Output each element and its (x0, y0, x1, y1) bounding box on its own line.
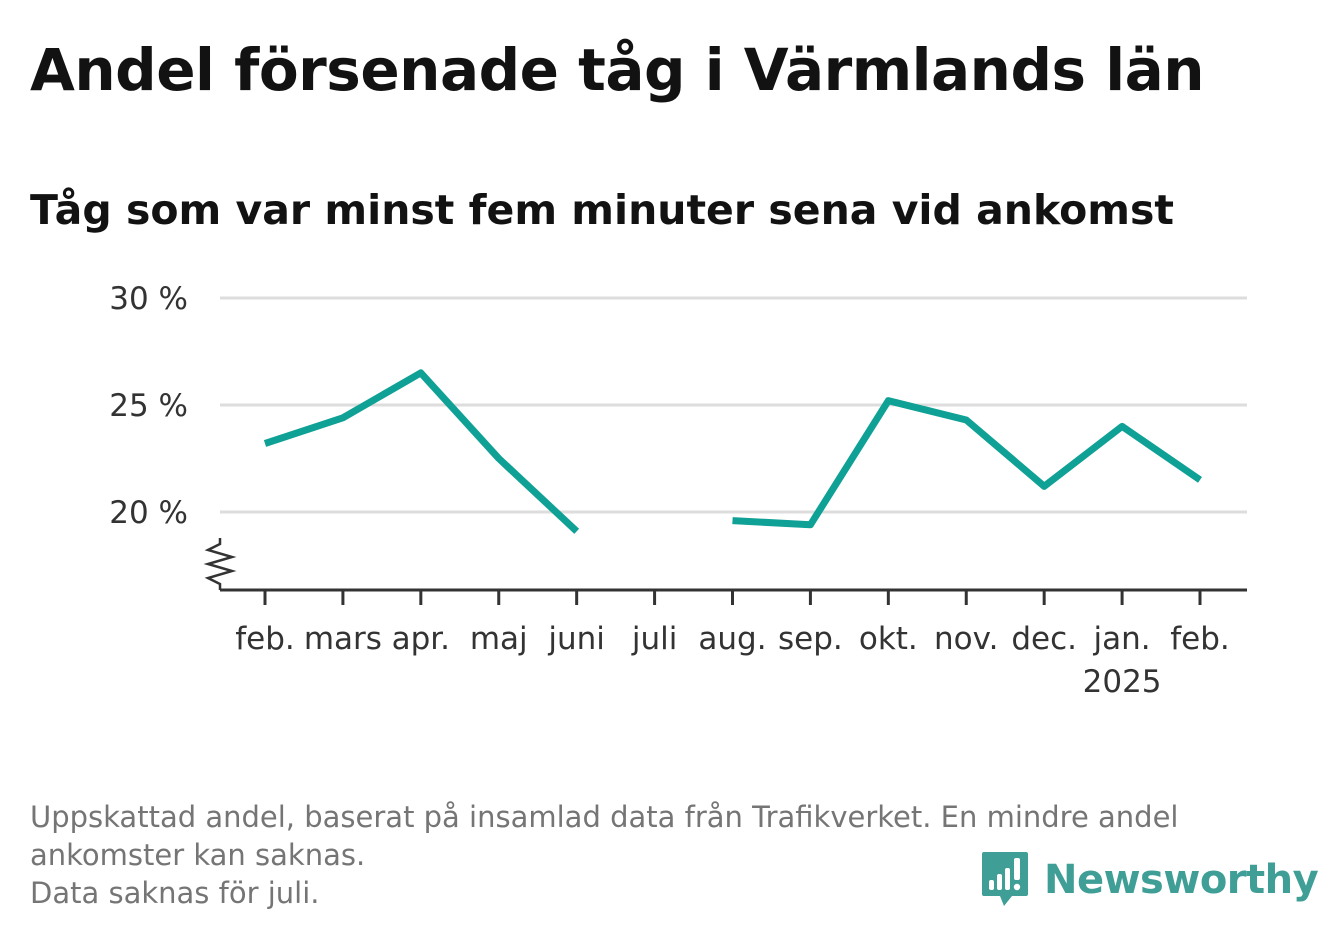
x-tick-label: juli (631, 621, 678, 657)
x-tick-label: jan. (1093, 621, 1151, 657)
y-tick-label: 25 % (109, 388, 188, 424)
footnote-line: Uppskattad andel, baserat på insamlad da… (30, 800, 1179, 834)
logo-text: Newsworthy (1044, 857, 1319, 903)
newsworthy-logo: Newsworthy (980, 850, 1319, 910)
x-tick-label: juni (547, 621, 605, 657)
x-tick-label: maj (470, 621, 528, 657)
x-tick-label: nov. (934, 621, 998, 657)
x-tick-label: apr. (392, 621, 450, 657)
line-chart: 20 %25 %30 %feb. mars apr. maj juni juli aug. s… (109, 281, 1247, 700)
series-line (732, 397, 1202, 529)
x-year-label: 2025 (1083, 664, 1162, 700)
footnote: Uppskattad andel, baserat på insamlad da… (30, 798, 1280, 912)
footnote-line: Data saknas för juli. (30, 876, 320, 910)
chart-title: Andel försenade tåg i Värmlands län (30, 36, 1205, 104)
chart-subtitle: Tåg som var minst fem minuter sena vid a… (30, 186, 1175, 234)
y-tick-label: 30 % (109, 281, 188, 317)
bar-chart-speech-icon (982, 852, 1028, 906)
x-tick-label: aug. (698, 621, 766, 657)
footnote-line: ankomster kan saknas. (30, 838, 366, 872)
x-tick-label: sep. (778, 621, 843, 657)
x-tick-label: feb. (1170, 621, 1230, 657)
x-tick-label: dec. (1011, 621, 1077, 657)
series-line (263, 369, 580, 534)
axis-break-icon (203, 538, 237, 590)
x-tick-label: feb. (235, 621, 295, 657)
x-tick-label: okt. (859, 621, 918, 657)
x-tick-label: mars (304, 621, 382, 657)
y-tick-label: 20 % (109, 495, 188, 531)
